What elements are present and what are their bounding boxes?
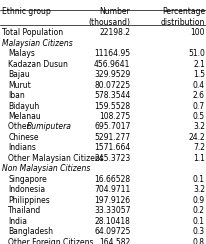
Text: 704.9711: 704.9711 (94, 185, 130, 194)
Text: Ethnic group: Ethnic group (2, 7, 51, 16)
Text: 33.33057: 33.33057 (94, 206, 130, 215)
Text: Non Malaysian Citizens: Non Malaysian Citizens (2, 164, 90, 173)
Text: Number
(thousand): Number (thousand) (88, 7, 130, 27)
Text: India: India (8, 217, 27, 226)
Text: 456.9641: 456.9641 (94, 60, 130, 69)
Text: 100: 100 (190, 28, 204, 37)
Text: Iban: Iban (8, 91, 25, 100)
Text: Percentage
distribution: Percentage distribution (160, 7, 204, 27)
Text: 1571.664: 1571.664 (94, 143, 130, 152)
Text: 1.5: 1.5 (192, 70, 204, 79)
Text: Other: Other (8, 122, 32, 132)
Text: Bangladesh: Bangladesh (8, 227, 53, 236)
Text: Kadazan Dusun: Kadazan Dusun (8, 60, 68, 69)
Text: 0.8: 0.8 (192, 238, 204, 244)
Text: 0.5: 0.5 (192, 112, 204, 121)
Text: Bidayuh: Bidayuh (8, 102, 39, 111)
Text: 2.1: 2.1 (192, 60, 204, 69)
Text: 695.7017: 695.7017 (94, 122, 130, 132)
Text: Indians: Indians (8, 143, 36, 152)
Text: 1.1: 1.1 (192, 154, 204, 163)
Text: 3.2: 3.2 (192, 122, 204, 132)
Text: 51.0: 51.0 (187, 49, 204, 58)
Text: Bumiputera: Bumiputera (26, 122, 71, 132)
Text: 0.1: 0.1 (192, 175, 204, 184)
Text: Malays: Malays (8, 49, 35, 58)
Text: Other Malaysian Citizens: Other Malaysian Citizens (8, 154, 104, 163)
Text: 0.2: 0.2 (192, 206, 204, 215)
Text: 5291.277: 5291.277 (94, 133, 130, 142)
Text: 24.2: 24.2 (187, 133, 204, 142)
Text: 0.9: 0.9 (192, 196, 204, 205)
Text: 80.07225: 80.07225 (94, 81, 130, 90)
Text: 2.6: 2.6 (192, 91, 204, 100)
Text: 578.3544: 578.3544 (94, 91, 130, 100)
Text: Thailand: Thailand (8, 206, 41, 215)
Text: 0.4: 0.4 (192, 81, 204, 90)
Text: 7.2: 7.2 (192, 143, 204, 152)
Text: Chinese: Chinese (8, 133, 39, 142)
Text: 0.3: 0.3 (192, 227, 204, 236)
Text: Malaysian Citizens: Malaysian Citizens (2, 39, 73, 48)
Text: 159.5528: 159.5528 (94, 102, 130, 111)
Text: Total Population: Total Population (2, 28, 63, 37)
Text: 197.9126: 197.9126 (94, 196, 130, 205)
Text: 3.2: 3.2 (192, 185, 204, 194)
Text: 11164.95: 11164.95 (94, 49, 130, 58)
Text: 0.1: 0.1 (192, 217, 204, 226)
Text: 164.582: 164.582 (99, 238, 130, 244)
Text: Indonesia: Indonesia (8, 185, 45, 194)
Text: 329.9529: 329.9529 (94, 70, 130, 79)
Text: Other Foreign Citizens: Other Foreign Citizens (8, 238, 93, 244)
Text: 16.66528: 16.66528 (94, 175, 130, 184)
Text: 64.09725: 64.09725 (94, 227, 130, 236)
Text: 28.10418: 28.10418 (94, 217, 130, 226)
Text: Philippines: Philippines (8, 196, 50, 205)
Text: Bajau: Bajau (8, 70, 30, 79)
Text: 0.7: 0.7 (192, 102, 204, 111)
Text: 245.3723: 245.3723 (94, 154, 130, 163)
Text: Melanau: Melanau (8, 112, 41, 121)
Text: Singapore: Singapore (8, 175, 47, 184)
Text: Murut: Murut (8, 81, 31, 90)
Text: 22198.2: 22198.2 (99, 28, 130, 37)
Text: 108.275: 108.275 (99, 112, 130, 121)
